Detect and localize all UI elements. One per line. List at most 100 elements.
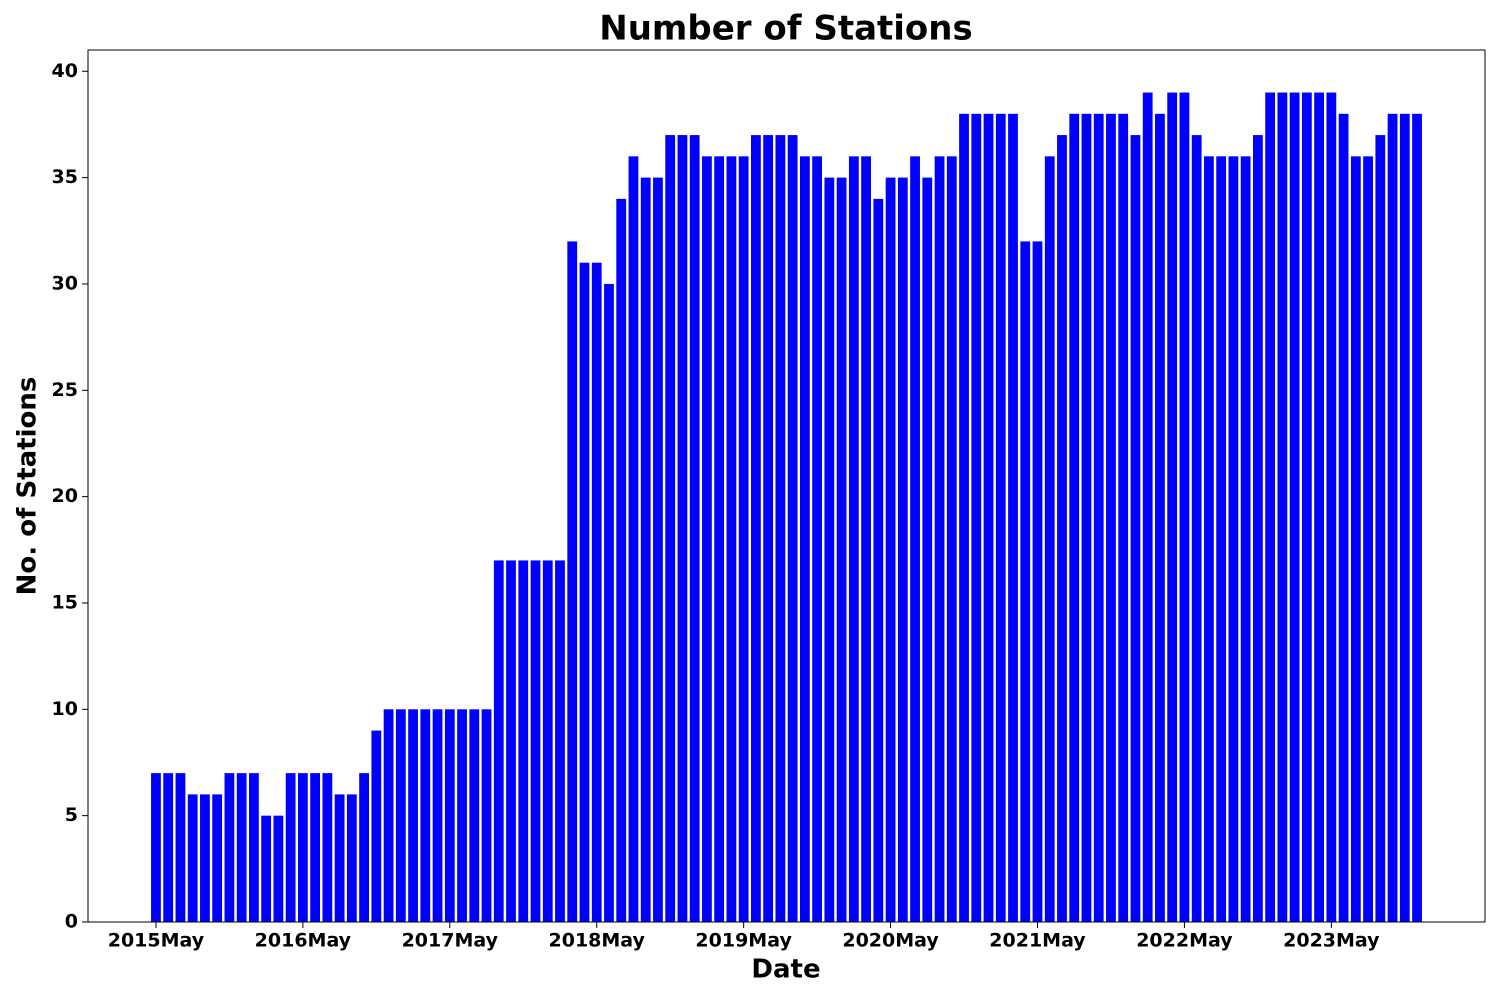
bar	[285, 773, 296, 922]
bar	[249, 773, 259, 922]
y-tick-label: 0	[65, 911, 78, 933]
x-tick-label: 2022May	[1136, 930, 1233, 952]
y-tick-label: 40	[52, 60, 78, 82]
bar	[726, 156, 737, 923]
bar	[836, 177, 847, 923]
bar	[1081, 113, 1092, 923]
bar	[959, 113, 969, 923]
bar	[995, 113, 1006, 923]
bar	[1057, 135, 1067, 922]
bar	[334, 794, 345, 922]
bar	[1106, 113, 1116, 923]
bar	[824, 177, 835, 923]
bar	[1167, 92, 1178, 923]
x-axis-label: Date	[751, 955, 820, 985]
y-tick-label: 20	[52, 485, 78, 507]
x-tick-label: 2016May	[255, 930, 352, 952]
bar	[359, 773, 369, 922]
bar	[224, 773, 235, 922]
bar	[689, 135, 700, 922]
bar	[1069, 113, 1080, 923]
y-tick-label: 15	[52, 591, 78, 613]
x-tick-label: 2023May	[1283, 930, 1380, 952]
bar	[1228, 156, 1239, 923]
bar	[1326, 92, 1337, 923]
bar	[310, 773, 321, 922]
bar	[1363, 156, 1373, 923]
bar	[1289, 92, 1300, 923]
bar	[1093, 113, 1104, 923]
bar	[1204, 156, 1214, 923]
bar	[163, 773, 174, 922]
bar	[579, 262, 590, 922]
bar	[420, 709, 431, 922]
bar	[322, 773, 333, 922]
bar	[1277, 92, 1288, 923]
bar	[1265, 92, 1276, 923]
y-tick-label: 25	[52, 379, 78, 401]
bar	[1044, 156, 1055, 923]
bar	[640, 177, 651, 923]
bar	[591, 262, 602, 922]
bar	[787, 135, 798, 922]
bar	[261, 815, 272, 922]
bar	[1387, 113, 1398, 923]
bar	[1155, 113, 1165, 923]
y-axis-label: No. of Stations	[13, 377, 43, 596]
bar	[1008, 113, 1018, 923]
bar	[1375, 135, 1386, 922]
bar	[212, 794, 223, 922]
bar	[885, 177, 896, 923]
bar	[1032, 241, 1043, 923]
bar	[175, 773, 186, 922]
y-tick-label: 30	[52, 272, 78, 294]
bar	[273, 815, 284, 922]
bar	[1240, 156, 1251, 923]
bar	[395, 709, 406, 922]
bar	[1314, 92, 1324, 923]
bar	[187, 794, 198, 922]
bar	[493, 560, 504, 922]
bar	[873, 198, 884, 922]
bar	[616, 198, 627, 922]
bar	[1216, 156, 1227, 923]
bar	[1399, 113, 1410, 923]
bar	[236, 773, 247, 922]
plot-frame	[87, 49, 1486, 923]
bar	[1252, 135, 1263, 922]
bar	[567, 241, 578, 923]
x-tick-label: 2015May	[108, 930, 205, 952]
x-tick-label: 2019May	[695, 930, 792, 952]
bar	[555, 560, 565, 922]
bar	[1191, 135, 1202, 922]
bar	[297, 773, 308, 922]
bar	[775, 135, 786, 922]
bar	[702, 156, 712, 923]
bar	[506, 560, 516, 922]
bar	[1118, 113, 1129, 923]
x-tick-label: 2020May	[842, 930, 939, 952]
y-tick-label: 35	[52, 166, 78, 188]
bar	[1412, 113, 1422, 923]
bar	[848, 156, 859, 923]
bar	[1142, 92, 1153, 923]
bar	[628, 156, 639, 923]
x-tick-label: 2017May	[402, 930, 499, 952]
bar	[910, 156, 920, 923]
bar	[934, 156, 945, 923]
bar	[763, 135, 774, 922]
bar	[383, 709, 394, 922]
bar	[922, 177, 933, 923]
bar	[714, 156, 725, 923]
bar	[444, 709, 455, 922]
bar	[738, 156, 749, 923]
y-tick-label: 10	[52, 698, 78, 720]
bar	[432, 709, 443, 922]
bar	[799, 156, 810, 923]
bar	[371, 730, 382, 922]
bar	[530, 560, 541, 922]
bar	[861, 156, 871, 923]
bar	[151, 773, 161, 922]
